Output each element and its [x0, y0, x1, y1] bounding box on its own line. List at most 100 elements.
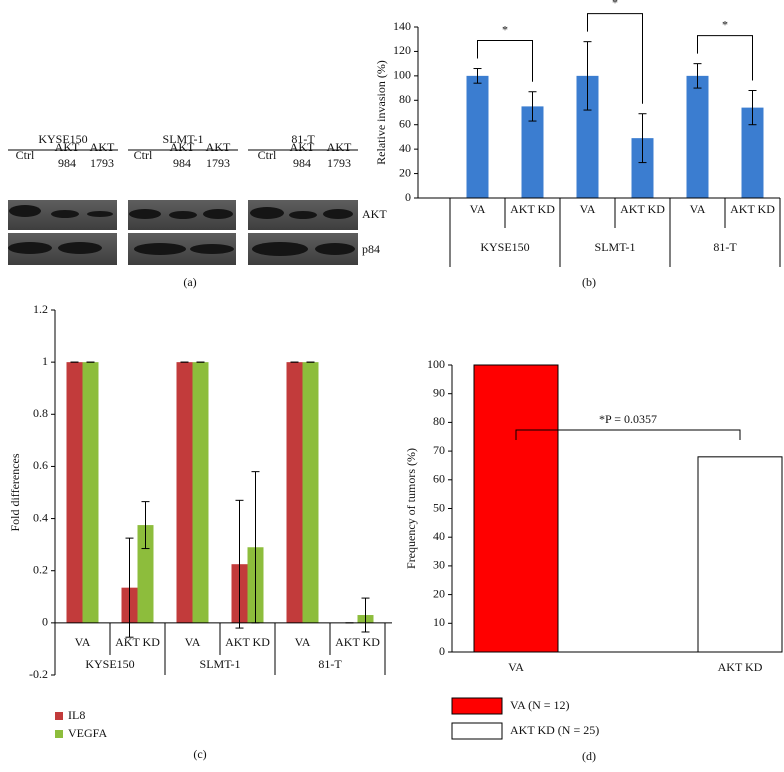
- blot-group: SLMT-1: [163, 132, 204, 146]
- legend-label: VA (N = 12): [510, 698, 570, 712]
- lane-label: AKT: [90, 140, 115, 154]
- bar: [473, 364, 559, 653]
- x-tick-label: AKT KD: [620, 202, 665, 216]
- legend-label: AKT KD (N = 25): [510, 723, 599, 737]
- y-tick-label: 70: [433, 443, 445, 457]
- lane-label: AKT: [327, 140, 352, 154]
- error-bar: [125, 537, 134, 638]
- group-label: 81-T: [713, 240, 737, 254]
- y-tick-label: 80: [433, 414, 445, 428]
- x-tick-label: AKT KD: [115, 635, 160, 649]
- x-tick-label: VA: [185, 635, 201, 649]
- legend-swatch: [55, 712, 63, 720]
- annotation: *P = 0.0357: [599, 412, 657, 426]
- error-bar: [583, 41, 592, 111]
- y-tick-label: 0.4: [33, 510, 48, 524]
- group-label: KYSE150: [85, 657, 134, 671]
- lane-label: 1793: [206, 156, 230, 170]
- y-tick-label: 100: [427, 357, 445, 371]
- error-bar: [473, 68, 482, 84]
- lane-label: 984: [293, 156, 311, 170]
- group-label: KYSE150: [480, 240, 529, 254]
- y-axis-label: Relative invasion (%): [374, 60, 388, 165]
- y-axis-label: Fold differences: [8, 453, 22, 531]
- y-tick-label: 0: [439, 644, 445, 658]
- y-tick-label: 20: [399, 165, 411, 179]
- lane-label: AKT: [290, 140, 315, 154]
- legend-swatch: [451, 722, 503, 740]
- group-label: SLMT-1: [595, 240, 636, 254]
- y-tick-label: 1.2: [33, 302, 48, 316]
- x-tick-label: VA: [690, 202, 706, 216]
- error-bar: [235, 499, 244, 629]
- x-tick-label: VA: [508, 660, 524, 674]
- x-tick-label: AKT KD: [335, 635, 380, 649]
- y-tick-label: 140: [393, 19, 411, 33]
- bar: [286, 362, 303, 623]
- y-tick-label: 20: [433, 586, 445, 600]
- significance-bracket: [515, 429, 741, 440]
- bar: [741, 107, 764, 198]
- error-bar: [748, 90, 757, 126]
- lane-label: 1793: [327, 156, 351, 170]
- bar: [521, 106, 544, 198]
- error-bar: [528, 91, 537, 122]
- y-tick-label: 0.6: [33, 458, 48, 472]
- lane-label: 1793: [90, 156, 114, 170]
- y-tick-label: 1: [42, 354, 48, 368]
- group-label: 81-T: [318, 657, 342, 671]
- panel-caption: (d): [582, 749, 596, 763]
- lane-label: AKT: [206, 140, 231, 154]
- x-tick-label: AKT KD: [730, 202, 775, 216]
- significance-bracket: [477, 40, 533, 82]
- blot-band-label: p84: [362, 242, 380, 256]
- error-bar: [141, 501, 150, 550]
- significance-bracket: [697, 35, 753, 81]
- y-tick-label: 100: [393, 68, 411, 82]
- bar: [631, 138, 654, 198]
- bar: [137, 525, 154, 623]
- y-tick-label: 90: [433, 385, 445, 399]
- lane-label: AKT: [170, 140, 195, 154]
- y-tick-label: 30: [433, 558, 445, 572]
- x-tick-label: VA: [470, 202, 486, 216]
- x-tick-label: VA: [580, 202, 596, 216]
- y-tick-label: 80: [399, 92, 411, 106]
- lane-label: 984: [173, 156, 191, 170]
- x-tick-label: AKT KD: [510, 202, 555, 216]
- error-bar: [638, 113, 647, 164]
- x-tick-label: VA: [295, 635, 311, 649]
- y-tick-label: 50: [433, 500, 445, 514]
- lane-label: Ctrl: [134, 148, 153, 162]
- x-tick-label: VA: [75, 635, 91, 649]
- y-tick-label: 0.2: [33, 562, 48, 576]
- y-axis-label: Frequency of tumors (%): [404, 448, 418, 569]
- bar: [66, 362, 83, 623]
- bar: [302, 362, 319, 623]
- bar: [697, 456, 783, 653]
- annotation: *: [612, 0, 618, 9]
- panel-caption: (b): [582, 275, 596, 289]
- bar: [466, 75, 489, 198]
- legend-label: IL8: [68, 708, 85, 722]
- blot-group: 81-T: [291, 132, 315, 146]
- annotation: *: [722, 17, 728, 31]
- y-tick-label: 40: [433, 529, 445, 543]
- blot-group: KYSE150: [38, 132, 87, 146]
- group-label: SLMT-1: [200, 657, 241, 671]
- legend-label: VEGFA: [68, 726, 107, 740]
- y-tick-label: 60: [399, 116, 411, 130]
- y-tick-label: 0: [405, 190, 411, 204]
- bar: [686, 75, 709, 198]
- y-tick-label: 0.8: [33, 406, 48, 420]
- bar: [576, 75, 599, 198]
- bar: [82, 362, 99, 623]
- annotation: *: [502, 22, 508, 36]
- blot-panel: KYSE150 SLMT-1 81-T AKT p84 (a): [8, 132, 387, 289]
- y-tick-label: 0: [42, 615, 48, 629]
- lane-label: AKT: [55, 140, 80, 154]
- y-tick-label: 40: [399, 141, 411, 155]
- bar: [192, 362, 209, 623]
